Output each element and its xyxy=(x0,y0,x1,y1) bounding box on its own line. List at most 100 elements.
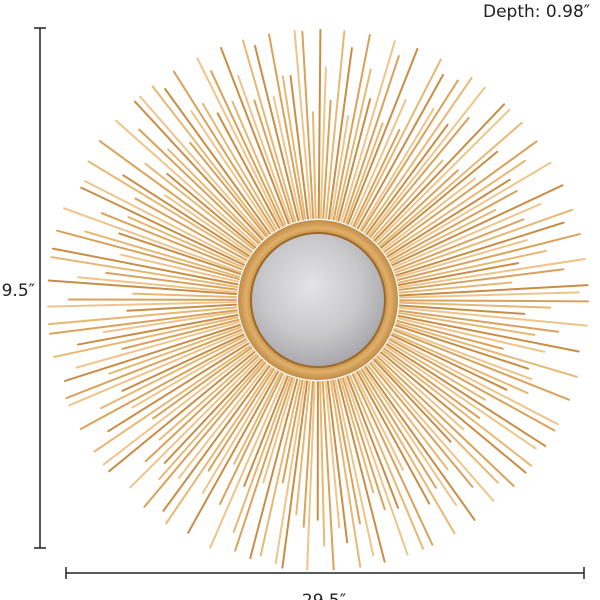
ray xyxy=(152,346,253,420)
ray xyxy=(342,55,400,224)
ray xyxy=(393,218,525,272)
ray xyxy=(122,174,250,257)
ray xyxy=(196,57,283,228)
ray xyxy=(295,380,311,516)
ray xyxy=(201,369,277,494)
ray xyxy=(398,257,586,289)
ray xyxy=(301,30,315,220)
ray xyxy=(381,177,477,251)
ray xyxy=(165,366,273,525)
ray xyxy=(398,268,565,291)
ray xyxy=(108,326,242,375)
ray xyxy=(272,96,302,221)
ray xyxy=(201,102,278,231)
ray xyxy=(93,345,252,453)
ray xyxy=(370,360,495,502)
ray xyxy=(138,128,260,245)
mirror-glass xyxy=(250,232,386,368)
ray xyxy=(190,110,274,233)
ray xyxy=(84,180,246,264)
ray xyxy=(327,47,353,220)
ray xyxy=(259,379,302,557)
ray xyxy=(151,85,269,237)
sunburst-rays xyxy=(47,29,589,571)
ray xyxy=(387,341,486,401)
ray xyxy=(177,363,269,479)
ray xyxy=(289,75,310,220)
ray xyxy=(330,115,350,221)
ray xyxy=(395,239,528,279)
ray xyxy=(189,141,268,238)
ray xyxy=(162,365,271,512)
ray xyxy=(391,332,529,395)
depth-label: Depth: 0.98″ xyxy=(483,2,590,22)
ray xyxy=(398,284,589,297)
ray xyxy=(317,29,322,220)
ray xyxy=(353,372,404,471)
ray xyxy=(389,336,559,426)
ray xyxy=(393,329,570,401)
ray xyxy=(347,47,419,225)
ray xyxy=(344,376,409,556)
ray xyxy=(47,279,238,296)
ray xyxy=(349,98,407,226)
ray xyxy=(397,249,547,284)
ray xyxy=(107,342,250,433)
ray xyxy=(120,253,240,283)
ray xyxy=(49,309,238,335)
ray xyxy=(398,301,552,309)
ray xyxy=(326,380,349,544)
ray xyxy=(398,304,526,315)
ray xyxy=(262,377,296,484)
ray xyxy=(234,376,294,552)
ray xyxy=(395,221,565,277)
ray xyxy=(241,39,297,223)
ray xyxy=(378,353,465,431)
ray xyxy=(377,169,459,246)
height-dimension xyxy=(34,27,46,549)
ray xyxy=(339,377,375,494)
ray xyxy=(371,159,444,240)
ray xyxy=(383,347,481,419)
ray xyxy=(139,95,266,240)
ray xyxy=(397,262,520,287)
ray xyxy=(158,353,258,441)
ray xyxy=(50,256,239,288)
ray xyxy=(311,111,317,220)
ray xyxy=(376,355,515,488)
ray xyxy=(373,358,452,443)
ray xyxy=(385,159,526,256)
ray xyxy=(394,208,574,274)
ray xyxy=(98,140,253,253)
ray xyxy=(233,372,282,465)
ray xyxy=(131,340,249,409)
ray xyxy=(281,379,304,484)
ray xyxy=(380,150,499,249)
ray xyxy=(143,361,267,508)
ray xyxy=(356,73,444,230)
height-label: 29.5″ xyxy=(0,281,35,301)
ray xyxy=(232,376,292,533)
ray xyxy=(129,356,261,489)
ray xyxy=(293,30,312,220)
ray xyxy=(358,369,456,535)
ray xyxy=(390,209,497,264)
ray xyxy=(118,232,242,275)
ray xyxy=(56,229,240,280)
ray xyxy=(366,364,449,471)
ray xyxy=(134,197,248,262)
ray xyxy=(100,212,243,271)
ray xyxy=(319,66,327,220)
ray xyxy=(231,100,287,226)
ray xyxy=(121,333,245,392)
ray xyxy=(332,34,371,221)
ray xyxy=(365,123,449,236)
ray xyxy=(329,379,362,568)
ray xyxy=(254,45,300,222)
ray xyxy=(381,349,533,467)
ray xyxy=(243,375,289,487)
ray xyxy=(306,380,316,571)
ray xyxy=(115,119,258,247)
ray xyxy=(354,58,442,228)
